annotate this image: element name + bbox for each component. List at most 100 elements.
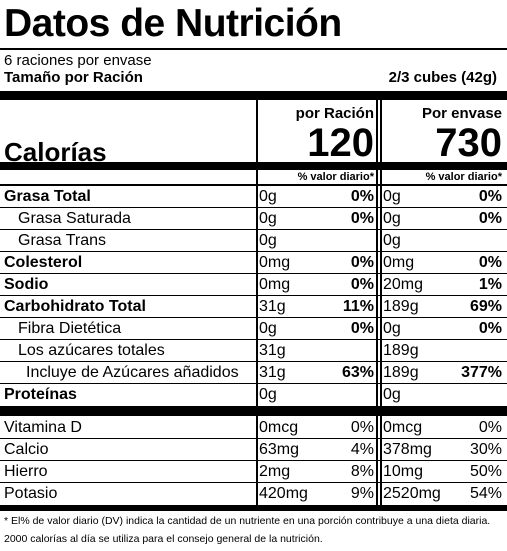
calories-label: Calorías: [4, 137, 107, 167]
amount: 0g: [383, 232, 401, 249]
rule: [0, 482, 507, 483]
amount: 420mg: [259, 485, 308, 502]
daily-value: 0%: [350, 210, 374, 227]
servings: 6 raciones por envase: [4, 52, 152, 69]
rule: [376, 100, 378, 506]
nutrient-name: Proteínas: [4, 386, 77, 403]
daily-value: 8%: [350, 463, 374, 480]
amount: 189g: [383, 364, 419, 381]
rule: [0, 184, 507, 186]
daily-value: 4%: [350, 441, 374, 458]
column-header: Por envase: [421, 105, 502, 122]
rule: [0, 207, 507, 208]
amount: 0g: [383, 188, 401, 205]
daily-value: 0%: [350, 276, 374, 293]
calories-value: 120: [307, 121, 374, 165]
serving-size-value: 2/3 cubes (42g): [388, 69, 497, 86]
rule: [0, 361, 507, 362]
daily-value: 0%: [478, 254, 502, 271]
amount: 2520mg: [383, 485, 441, 502]
amount: 0g: [259, 386, 277, 403]
title: Datos de Nutrición: [4, 2, 342, 45]
rule: [0, 91, 507, 100]
rule: [0, 383, 507, 384]
amount: 0g: [383, 320, 401, 337]
footnote: * El% de valor diario (DV) indica la can…: [4, 515, 491, 527]
rule: [0, 251, 507, 252]
amount: 31g: [259, 342, 286, 359]
daily-value: 9%: [350, 485, 374, 502]
nutrient-name: Grasa Total: [4, 188, 91, 205]
column-header: por Ración: [295, 105, 374, 122]
rule: [380, 416, 382, 505]
daily-value: 0%: [478, 320, 502, 337]
rule: [0, 339, 507, 340]
daily-value: 0%: [350, 419, 374, 436]
rule: [256, 416, 258, 505]
rule: [0, 273, 507, 274]
nutrient-name: Fibra Dietética: [18, 320, 122, 337]
nutrient-name: Carbohidrato Total: [4, 298, 146, 315]
daily-value: 50%: [469, 463, 502, 480]
amount: 189g: [383, 342, 419, 359]
rule: [380, 100, 382, 506]
nutrient-name: Colesterol: [4, 254, 83, 271]
amount: 0mcg: [259, 419, 299, 436]
vitamin-name: Potasio: [4, 485, 58, 502]
daily-value: 0%: [350, 254, 374, 271]
amount: 0g: [259, 210, 277, 227]
amount: 20mg: [383, 276, 424, 293]
daily-value: 54%: [469, 485, 502, 502]
amount: 0mg: [259, 254, 291, 271]
amount: 2mg: [259, 463, 291, 480]
rule: [0, 162, 507, 170]
rule: [0, 438, 507, 439]
vitamin-name: Hierro: [4, 463, 48, 480]
amount: 189g: [383, 298, 419, 315]
amount: 0mg: [383, 254, 415, 271]
footnote: 2000 calorías al día se utiliza para el …: [4, 533, 323, 545]
amount: 0g: [259, 188, 277, 205]
amount: 0mcg: [383, 419, 423, 436]
rule: [0, 48, 507, 50]
dv-header: % valor diario*: [425, 171, 502, 183]
rule: [0, 406, 507, 416]
amount: 0g: [383, 386, 401, 403]
daily-value: 0%: [478, 188, 502, 205]
rule: [376, 416, 378, 505]
rule: [0, 505, 507, 511]
amount: 0g: [259, 320, 277, 337]
amount: 0g: [383, 210, 401, 227]
nutrient-name: Grasa Trans: [18, 232, 107, 249]
daily-value: 0%: [478, 419, 502, 436]
vitamin-name: Calcio: [4, 441, 49, 458]
daily-value: 11%: [342, 298, 374, 315]
rule: [0, 460, 507, 461]
daily-value: 0%: [350, 320, 374, 337]
dv-header: % valor diario*: [297, 171, 374, 183]
amount: 0g: [259, 232, 277, 249]
amount: 0mg: [259, 276, 291, 293]
nutrient-name: Sodio: [4, 276, 49, 293]
rule: [256, 100, 258, 506]
amount: 63mg: [259, 441, 300, 458]
amount: 31g: [259, 298, 286, 315]
daily-value: 69%: [469, 298, 502, 315]
daily-value: 377%: [461, 364, 502, 381]
daily-value: 0%: [478, 210, 502, 227]
nutrient-name: Incluye de Azúcares añadidos: [26, 364, 239, 381]
daily-value: 30%: [469, 441, 502, 458]
amount: 31g: [259, 364, 286, 381]
calories-value: 730: [435, 121, 502, 165]
amount: 378mg: [383, 441, 432, 458]
nutrient-name: Los azúcares totales: [18, 342, 165, 359]
rule: [0, 295, 507, 296]
amount: 10mg: [383, 463, 424, 480]
daily-value: 63%: [341, 364, 374, 381]
nutrient-name: Grasa Saturada: [18, 210, 131, 227]
serving-size-label: Tamaño por Ración: [4, 69, 143, 86]
vitamin-name: Vitamina D: [4, 419, 82, 436]
rule: [0, 317, 507, 318]
daily-value: 1%: [478, 276, 502, 293]
